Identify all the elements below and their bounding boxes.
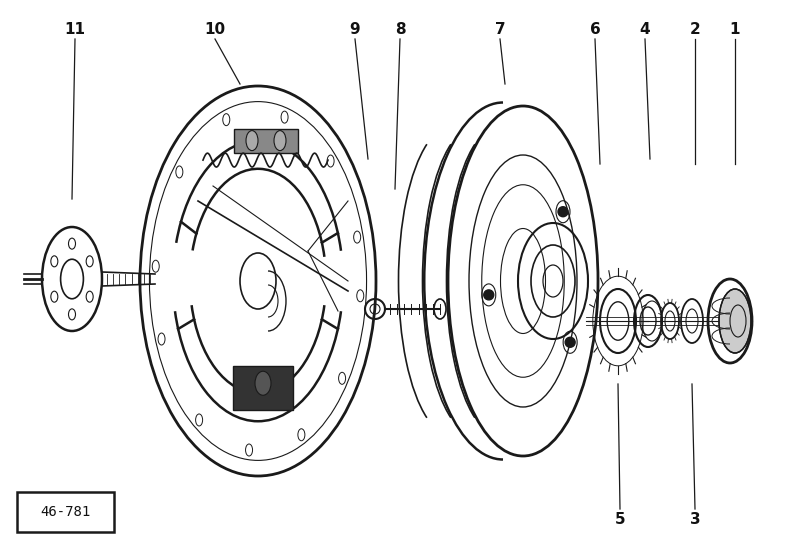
FancyBboxPatch shape [17, 492, 114, 532]
Text: 4: 4 [640, 21, 650, 36]
Text: 3: 3 [690, 512, 700, 526]
Text: 10: 10 [205, 21, 226, 36]
Ellipse shape [719, 289, 751, 353]
Circle shape [565, 337, 575, 348]
Text: 8: 8 [394, 21, 406, 36]
Circle shape [484, 290, 494, 300]
Bar [234, 128, 298, 153]
Text: 7: 7 [494, 21, 506, 36]
Bar [233, 366, 293, 410]
Text: 9: 9 [350, 21, 360, 36]
Circle shape [558, 207, 568, 217]
Text: 2: 2 [690, 21, 700, 36]
Ellipse shape [246, 131, 258, 150]
Ellipse shape [255, 371, 271, 395]
Text: 6: 6 [590, 21, 600, 36]
Text: 5: 5 [614, 512, 626, 526]
Ellipse shape [274, 131, 286, 150]
Text: 46-781: 46-781 [40, 505, 90, 519]
Text: 11: 11 [65, 21, 86, 36]
Text: 1: 1 [730, 21, 740, 36]
